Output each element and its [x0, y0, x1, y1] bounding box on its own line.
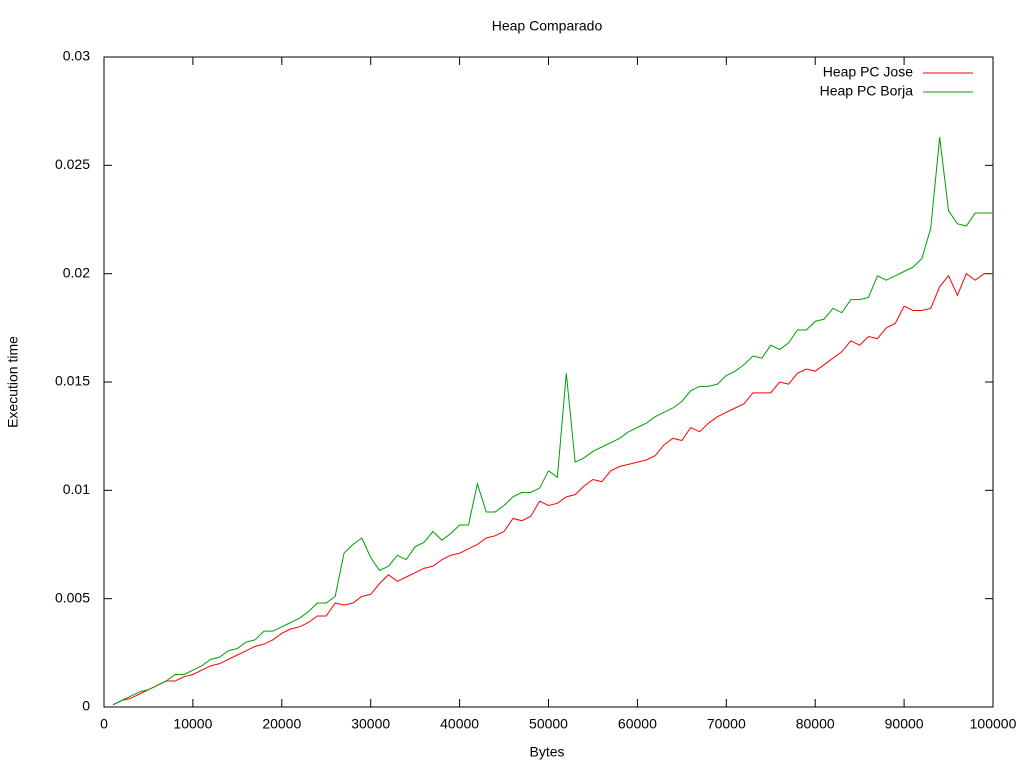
legend-label: Heap PC Jose: [823, 64, 913, 80]
x-tick-label: 50000: [529, 716, 568, 732]
y-tick-label: 0.025: [55, 156, 90, 172]
series-line: [112, 272, 993, 706]
x-tick-label: 0: [100, 716, 108, 732]
x-tick-label: 20000: [262, 716, 301, 732]
y-tick-label: 0.01: [63, 481, 90, 497]
x-axis-label: Bytes: [529, 744, 564, 760]
chart-title: Heap Comparado: [492, 18, 603, 34]
y-tick-label: 0.015: [55, 373, 90, 389]
x-tick-label: 10000: [173, 716, 212, 732]
y-axis-label: Execution time: [5, 336, 21, 428]
y-tick-label: 0.03: [63, 48, 90, 64]
legend-label: Heap PC Borja: [820, 83, 914, 99]
y-tick-label: 0.005: [55, 589, 90, 605]
x-tick-label: 100000: [970, 716, 1017, 732]
y-tick-label: 0: [82, 698, 90, 714]
series-line: [112, 137, 993, 706]
x-tick-label: 30000: [351, 716, 390, 732]
y-tick-label: 0.02: [63, 264, 90, 280]
x-tick-label: 90000: [885, 716, 924, 732]
x-tick-label: 60000: [618, 716, 657, 732]
x-tick-label: 70000: [707, 716, 746, 732]
plot-border: [103, 56, 994, 708]
x-tick-label: 40000: [440, 716, 479, 732]
x-tick-label: 80000: [796, 716, 835, 732]
